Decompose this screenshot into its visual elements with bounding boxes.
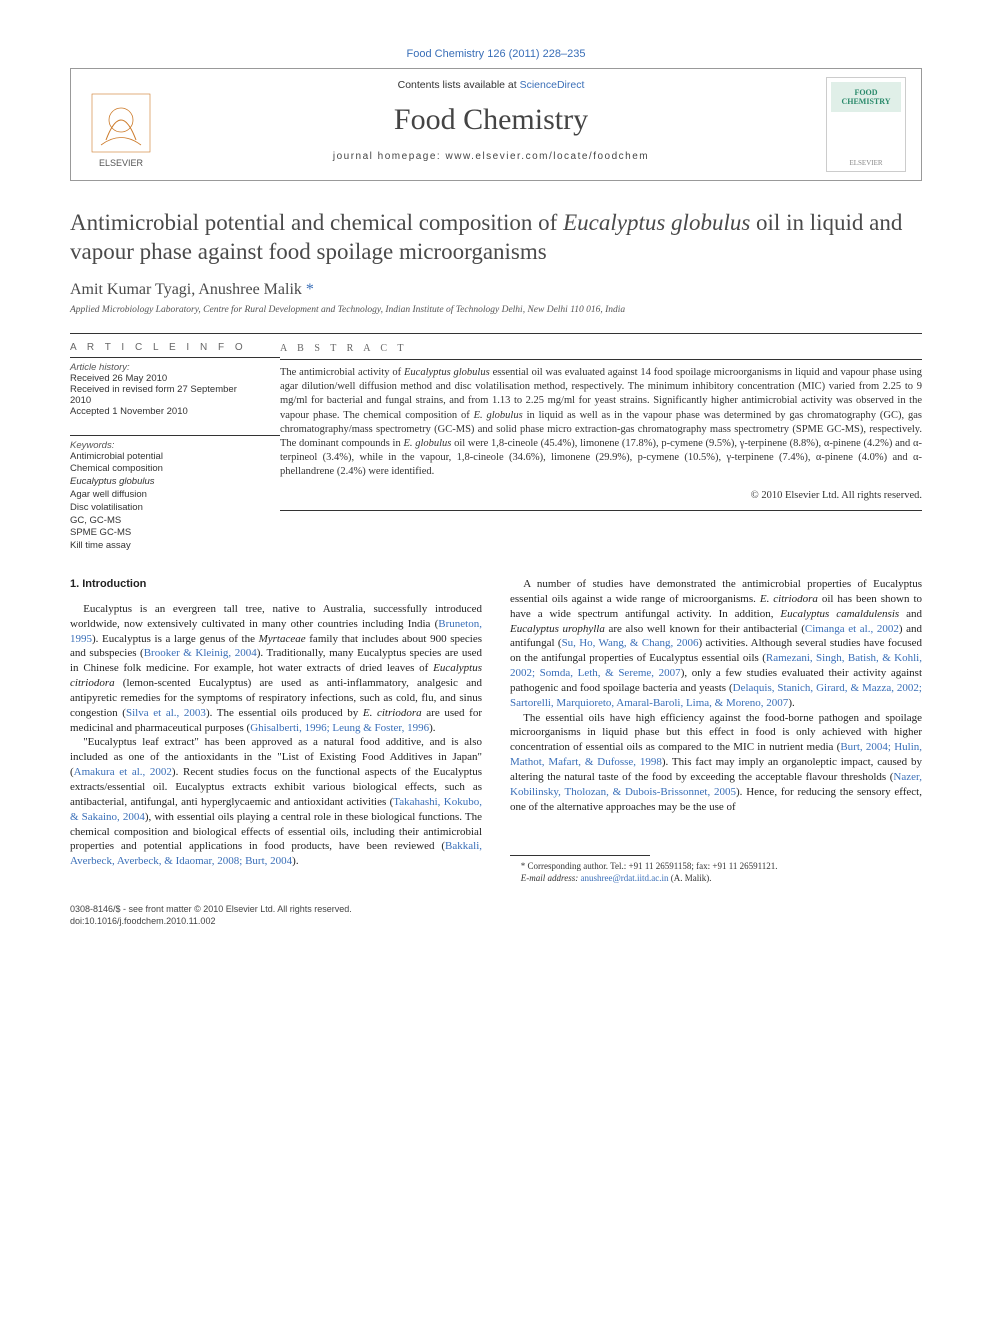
author-names: Amit Kumar Tyagi, Anushree Malik: [70, 281, 306, 298]
species: Eucalyptus camaldulensis: [780, 608, 899, 620]
citation-link[interactable]: Brooker & Kleinig, 2004: [144, 647, 257, 659]
species: E. citriodora: [363, 707, 422, 719]
rule-abs-bot: [280, 510, 922, 511]
metadata-block: A R T I C L E I N F O Article history: R…: [70, 334, 922, 554]
citation-link[interactable]: Cimanga et al., 2002: [805, 623, 899, 635]
journal-cover-cell: FOOD CHEMISTRY ELSEVIER: [811, 69, 921, 180]
keyword: Kill time assay: [70, 540, 260, 553]
footer-doi: doi:10.1016/j.foodchem.2010.11.002: [70, 916, 922, 928]
homepage-prefix: journal homepage:: [333, 151, 446, 162]
t: are also well known for their antibacter…: [605, 623, 805, 635]
email-link[interactable]: anushree@rdat.iitd.ac.in: [580, 873, 668, 883]
t: and: [899, 608, 922, 620]
paragraph: A number of studies have demonstrated th…: [510, 577, 922, 711]
corr-text: * Corresponding author. Tel.: +91 11 265…: [521, 861, 778, 871]
publisher-logo-cell: ELSEVIER: [71, 69, 171, 180]
rule-kw: [70, 435, 280, 436]
keyword: Eucalyptus globulus: [70, 476, 260, 489]
citation-link[interactable]: Su, Ho, Wang, & Chang, 2006: [562, 637, 699, 649]
abstract-text: The antimicrobial activity of Eucalyptus…: [280, 360, 922, 479]
keyword: GC, GC-MS: [70, 515, 260, 528]
sciencedirect-link[interactable]: ScienceDirect: [520, 79, 585, 91]
t: ). Eucalyptus is a large genus of the: [92, 633, 259, 645]
keywords-list: Antimicrobial potential Chemical composi…: [70, 451, 260, 554]
abs-sp: Eucalyptus globulus: [404, 367, 490, 378]
keyword: Antimicrobial potential: [70, 451, 260, 464]
species: Myrtaceae: [259, 633, 306, 645]
paragraph: The essential oils have high efficiency …: [510, 711, 922, 815]
paragraph: Eucalyptus is an evergreen tall tree, na…: [70, 602, 482, 736]
email-footnote: E-mail address: anushree@rdat.iitd.ac.in…: [510, 873, 922, 885]
history-accepted: Accepted 1 November 2010: [70, 406, 260, 417]
journal-name: Food Chemistry: [171, 103, 811, 137]
corresponding-footnote: * Corresponding author. Tel.: +91 11 265…: [510, 860, 922, 873]
corresponding-marker: *: [306, 281, 314, 298]
history-revised: Received in revised form 27 September 20…: [70, 384, 260, 406]
citation-link[interactable]: Amakura et al., 2002: [74, 766, 172, 778]
abstract-heading: A B S T R A C T: [280, 334, 922, 360]
header-center: Contents lists available at ScienceDirec…: [171, 69, 811, 180]
history-received: Received 26 May 2010: [70, 373, 260, 384]
title-species: Eucalyptus globulus: [563, 210, 750, 235]
header-citation[interactable]: Food Chemistry 126 (2011) 228–235: [70, 48, 922, 60]
journal-cover-icon: FOOD CHEMISTRY ELSEVIER: [826, 77, 906, 172]
homepage-line: journal homepage: www.elsevier.com/locat…: [171, 151, 811, 162]
citation-link[interactable]: Silva et al., 2003: [126, 707, 206, 719]
section-heading: 1. Introduction: [70, 577, 482, 592]
t: ).: [429, 722, 435, 734]
species: E. citriodora: [760, 593, 818, 605]
abs-sp: E. globulus: [403, 438, 451, 449]
copyright: © 2010 Elsevier Ltd. All rights reserved…: [280, 489, 922, 503]
species: Eucalyptus urophylla: [510, 623, 605, 635]
cover-title: FOOD CHEMISTRY: [831, 82, 901, 112]
t: Eucalyptus is an evergreen tall tree, na…: [70, 603, 482, 630]
body-columns: 1. Introduction Eucalyptus is an evergre…: [70, 577, 922, 884]
keyword: SPME GC-MS: [70, 527, 260, 540]
t: ).: [292, 855, 298, 867]
journal-header: ELSEVIER Contents lists available at Sci…: [70, 68, 922, 181]
authors: Amit Kumar Tyagi, Anushree Malik *: [70, 281, 922, 299]
paragraph: "Eucalyptus leaf extract" has been appro…: [70, 735, 482, 869]
citation-link[interactable]: Ghisalberti, 1996; Leung & Foster, 1996: [250, 722, 429, 734]
abs-sp: E. globulus: [474, 410, 523, 421]
contents-line: Contents lists available at ScienceDirec…: [171, 79, 811, 91]
footer-copyright: 0308-8146/$ - see front matter © 2010 El…: [70, 904, 922, 916]
affiliation: Applied Microbiology Laboratory, Centre …: [70, 305, 922, 315]
keyword: Chemical composition: [70, 463, 260, 476]
elsevier-logo-icon: ELSEVIER: [86, 90, 156, 170]
email-tail: (A. Malik).: [668, 873, 711, 883]
footnote-rule: [510, 855, 650, 856]
article-info-col: A R T I C L E I N F O Article history: R…: [70, 334, 280, 554]
keyword: Disc volatilisation: [70, 502, 260, 515]
abs-t: The antimicrobial activity of: [280, 367, 404, 378]
homepage-url[interactable]: www.elsevier.com/locate/foodchem: [446, 151, 650, 162]
contents-prefix: Contents lists available at: [398, 79, 520, 91]
rule-info: [70, 357, 280, 358]
title-part1: Antimicrobial potential and chemical com…: [70, 210, 563, 235]
svg-text:ELSEVIER: ELSEVIER: [99, 158, 144, 168]
t: ). The essential oils produced by: [206, 707, 363, 719]
info-heading: A R T I C L E I N F O: [70, 334, 260, 357]
cover-publisher: ELSEVIER: [831, 159, 901, 167]
keywords-label: Keywords:: [70, 440, 260, 451]
article-title: Antimicrobial potential and chemical com…: [70, 209, 922, 267]
abstract-col: A B S T R A C T The antimicrobial activi…: [280, 334, 922, 554]
keyword: Agar well diffusion: [70, 489, 260, 502]
history-label: Article history:: [70, 362, 260, 373]
page-footer: 0308-8146/$ - see front matter © 2010 El…: [70, 904, 922, 927]
email-label: E-mail address:: [521, 873, 578, 883]
t: ).: [788, 697, 794, 709]
